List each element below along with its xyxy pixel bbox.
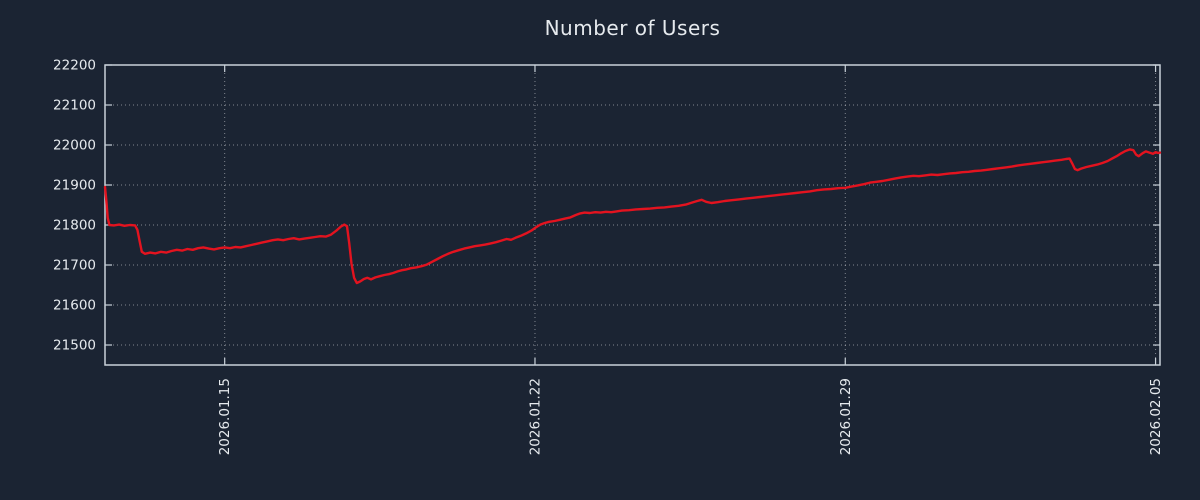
x-tick-label: 2026.01.22 [527,378,543,455]
x-tick-label: 2026.01.29 [838,378,854,455]
y-tick-label: 21600 [53,298,96,314]
y-tick-label: 22000 [53,138,96,154]
x-tick-label: 2026.02.05 [1148,378,1164,455]
x-tick-label: 2026.01.15 [217,378,233,455]
users-series-line [103,148,1162,285]
y-tick-label: 21800 [53,218,96,234]
y-tick-label: 21500 [53,338,96,354]
y-tick-label: 21700 [53,258,96,274]
y-tick-label: 22100 [53,98,96,114]
y-tick-label: 22200 [53,58,96,74]
plot-frame [104,64,1161,366]
y-tick-label: 21900 [53,178,96,194]
chart-title: Number of Users [544,16,721,40]
